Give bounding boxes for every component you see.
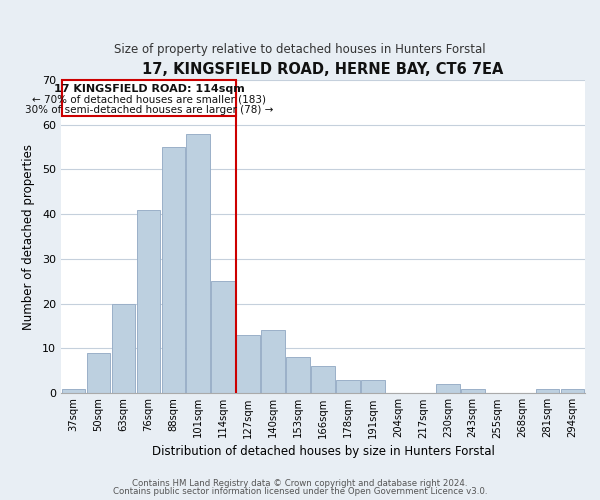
Bar	[161, 147, 185, 393]
Bar	[187, 134, 210, 393]
Text: Contains HM Land Registry data © Crown copyright and database right 2024.: Contains HM Land Registry data © Crown c…	[132, 478, 468, 488]
Bar	[286, 357, 310, 393]
Bar	[436, 384, 460, 393]
Bar	[361, 380, 385, 393]
Bar	[62, 388, 85, 393]
Text: ← 70% of detached houses are smaller (183): ← 70% of detached houses are smaller (18…	[32, 94, 266, 104]
Bar	[112, 304, 136, 393]
Bar	[87, 353, 110, 393]
Bar	[336, 380, 360, 393]
Bar	[560, 388, 584, 393]
FancyBboxPatch shape	[62, 80, 236, 116]
Text: Contains public sector information licensed under the Open Government Licence v3: Contains public sector information licen…	[113, 487, 487, 496]
Text: 30% of semi-detached houses are larger (78) →: 30% of semi-detached houses are larger (…	[25, 104, 273, 115]
Bar	[211, 281, 235, 393]
Bar	[262, 330, 285, 393]
Y-axis label: Number of detached properties: Number of detached properties	[22, 144, 35, 330]
Title: 17, KINGSFIELD ROAD, HERNE BAY, CT6 7EA: 17, KINGSFIELD ROAD, HERNE BAY, CT6 7EA	[142, 62, 504, 78]
X-axis label: Distribution of detached houses by size in Hunters Forstal: Distribution of detached houses by size …	[152, 444, 494, 458]
Text: 17 KINGSFIELD ROAD: 114sqm: 17 KINGSFIELD ROAD: 114sqm	[53, 84, 244, 94]
Bar	[311, 366, 335, 393]
Text: Size of property relative to detached houses in Hunters Forstal: Size of property relative to detached ho…	[114, 42, 486, 56]
Bar	[137, 210, 160, 393]
Bar	[236, 335, 260, 393]
Bar	[536, 388, 559, 393]
Bar	[461, 388, 485, 393]
